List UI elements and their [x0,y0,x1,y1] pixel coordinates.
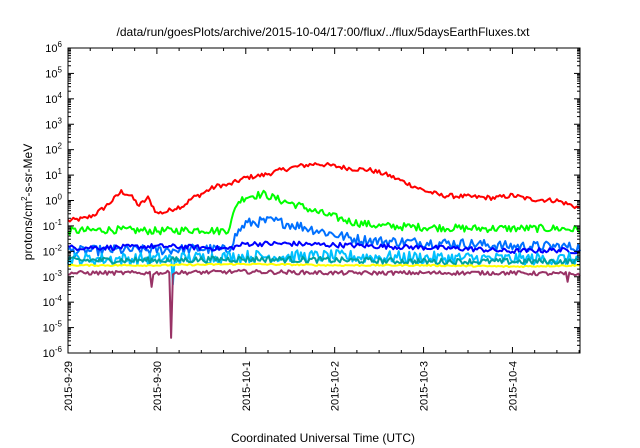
y-tick-label: 10-1 [43,218,63,233]
y-tick-label: 10-3 [43,269,63,284]
axis-layer: 10-6 10-5 10-4 10-3 10-2 10-1 100 101 102 103 104 1… [43,40,581,411]
x-tick-label: 2015-9-30 [152,361,164,411]
ylabel-sup: 2 [20,196,29,201]
x-tick-label: 2015-10-2 [330,361,342,411]
series-layer [67,162,581,339]
series-line-6 [67,255,581,266]
x-tick-label: 2015-10-4 [507,361,519,411]
x-axis-label: Coordinated Universal Time (UTC) [231,431,415,445]
y-tick-label: 100 [45,193,62,208]
series-line-8 [67,268,581,339]
y-axis-label: protons/cm2-s-sr-MeV [20,144,35,260]
y-tick-label: 103 [45,116,62,131]
series-line-7 [67,262,581,269]
y-tick-label: 105 [45,65,62,80]
y-tick-label: 106 [45,40,62,55]
chart-title: /data/run/goesPlots/archive/2015-10-04/1… [117,25,531,39]
y-tick-label: 10-4 [43,294,63,309]
ylabel-prefix: protons/cm [21,201,35,260]
x-tick-label: 2015-9-29 [63,361,75,411]
series-line-4 [67,240,581,255]
y-tick-label: 101 [45,167,62,182]
y-tick-label: 102 [45,142,62,157]
x-tick-label: 2015-10-3 [419,361,431,411]
y-tick-label: 10-6 [43,345,63,360]
series-line-1 [67,162,581,223]
y-tick-label: 104 [45,91,62,106]
ylabel-suffix: -s-sr-MeV [21,144,35,197]
svg-text:protons/cm2-s-sr-MeV: protons/cm2-s-sr-MeV [20,144,35,260]
y-tick-label: 10-5 [43,320,63,335]
series-line-2 [67,189,581,236]
y-tick-label: 10-2 [43,243,63,258]
x-tick-label: 2015-10-1 [241,361,253,411]
